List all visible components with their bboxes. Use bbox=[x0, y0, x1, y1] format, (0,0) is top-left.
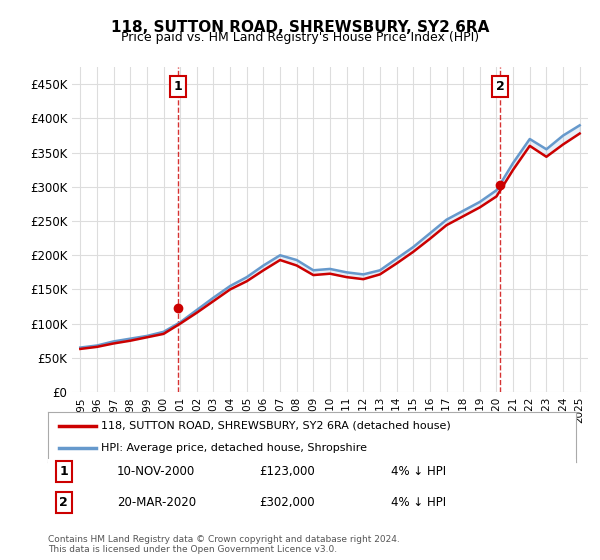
Text: £123,000: £123,000 bbox=[259, 465, 315, 478]
Text: 4% ↓ HPI: 4% ↓ HPI bbox=[391, 496, 446, 509]
Text: 1: 1 bbox=[173, 80, 182, 93]
Text: Contains HM Land Registry data © Crown copyright and database right 2024.
This d: Contains HM Land Registry data © Crown c… bbox=[48, 535, 400, 554]
Text: HPI: Average price, detached house, Shropshire: HPI: Average price, detached house, Shro… bbox=[101, 443, 367, 453]
Text: 118, SUTTON ROAD, SHREWSBURY, SY2 6RA (detached house): 118, SUTTON ROAD, SHREWSBURY, SY2 6RA (d… bbox=[101, 421, 451, 431]
Text: 10-NOV-2000: 10-NOV-2000 bbox=[116, 465, 195, 478]
Text: 1: 1 bbox=[59, 465, 68, 478]
Text: 4% ↓ HPI: 4% ↓ HPI bbox=[391, 465, 446, 478]
Text: 2: 2 bbox=[59, 496, 68, 509]
Text: 20-MAR-2020: 20-MAR-2020 bbox=[116, 496, 196, 509]
Text: Price paid vs. HM Land Registry's House Price Index (HPI): Price paid vs. HM Land Registry's House … bbox=[121, 31, 479, 44]
Text: 2: 2 bbox=[496, 80, 505, 93]
Text: £302,000: £302,000 bbox=[259, 496, 315, 509]
Text: 118, SUTTON ROAD, SHREWSBURY, SY2 6RA: 118, SUTTON ROAD, SHREWSBURY, SY2 6RA bbox=[111, 20, 489, 35]
